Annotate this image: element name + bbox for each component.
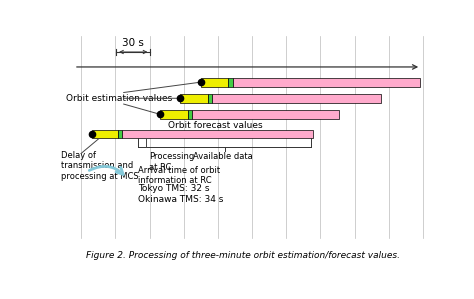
Text: Processing
at RC: Processing at RC — [149, 152, 194, 172]
Bar — [212, 94, 381, 103]
Bar — [208, 94, 212, 103]
Text: Delay of
transmission and
processing at MCS: Delay of transmission and processing at … — [61, 151, 139, 181]
Bar — [122, 129, 313, 138]
Text: Arrival time of orbit
information at RC: Arrival time of orbit information at RC — [138, 166, 220, 185]
Text: Orbit estimation values: Orbit estimation values — [66, 94, 172, 103]
Bar — [91, 129, 118, 138]
Bar — [201, 78, 228, 86]
Bar — [160, 110, 188, 119]
Text: 30 s: 30 s — [122, 38, 144, 48]
Text: Available data: Available data — [193, 152, 253, 161]
Bar — [118, 129, 122, 138]
Text: Tokyo TMS: 32 s
Okinawa TMS: 34 s: Tokyo TMS: 32 s Okinawa TMS: 34 s — [138, 184, 224, 204]
Bar — [233, 78, 420, 86]
Bar — [181, 94, 208, 103]
Bar — [192, 110, 339, 119]
Text: Orbit forecast values: Orbit forecast values — [168, 121, 262, 130]
Bar — [188, 110, 192, 119]
FancyArrowPatch shape — [89, 166, 123, 174]
Bar — [228, 78, 233, 86]
Text: Figure 2. Processing of three-minute orbit estimation/forecast values.: Figure 2. Processing of three-minute orb… — [86, 251, 400, 260]
